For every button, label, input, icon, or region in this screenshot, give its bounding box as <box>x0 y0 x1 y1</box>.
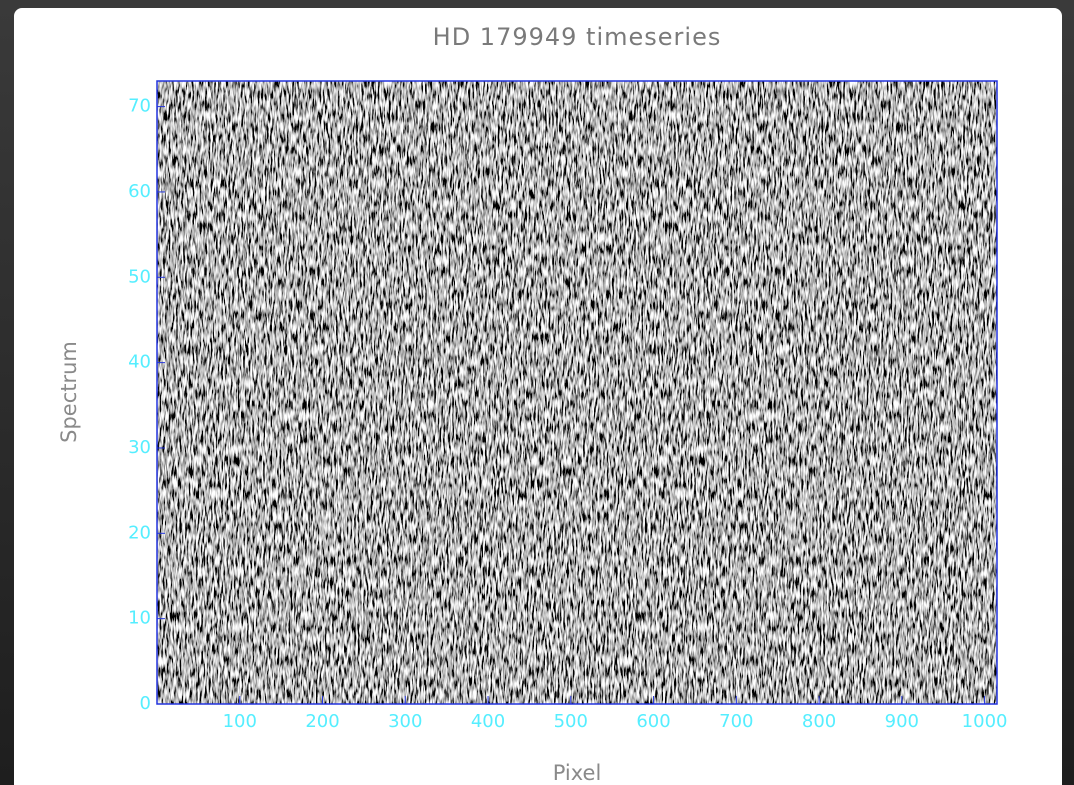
x-tick-label: 800 <box>802 711 836 732</box>
x-tick-label: 700 <box>719 711 753 732</box>
x-tick-label: 300 <box>388 711 422 732</box>
x-axis-label: Pixel <box>553 761 602 785</box>
x-tick-label: 200 <box>305 711 339 732</box>
image <box>157 81 997 704</box>
y-tick-label: 20 <box>128 522 151 543</box>
chart-title: HD 179949 timeseries <box>433 23 722 51</box>
chart: HD 179949 timeseries Pixel Spectrum 1002… <box>0 0 1074 785</box>
y-tick-label: 40 <box>128 352 151 373</box>
y-tick-label: 0 <box>140 693 151 714</box>
x-tick-label: 400 <box>471 711 505 732</box>
plot-area <box>157 81 997 704</box>
y-tick-label: 70 <box>128 96 151 117</box>
y-tick-label: 50 <box>128 266 151 287</box>
y-tick-label: 30 <box>128 437 151 458</box>
x-tick-label: 100 <box>223 711 257 732</box>
x-tick-label: 1000 <box>962 711 1008 732</box>
y-tick-label: 10 <box>128 608 151 629</box>
x-tick-label: 900 <box>885 711 919 732</box>
x-tick-label: 600 <box>636 711 670 732</box>
y-axis-label: Spectrum <box>57 341 81 443</box>
page: {"chart_data": {"type": "image", "title"… <box>0 0 1074 785</box>
y-tick-label: 60 <box>128 181 151 202</box>
x-tick-label: 500 <box>554 711 588 732</box>
